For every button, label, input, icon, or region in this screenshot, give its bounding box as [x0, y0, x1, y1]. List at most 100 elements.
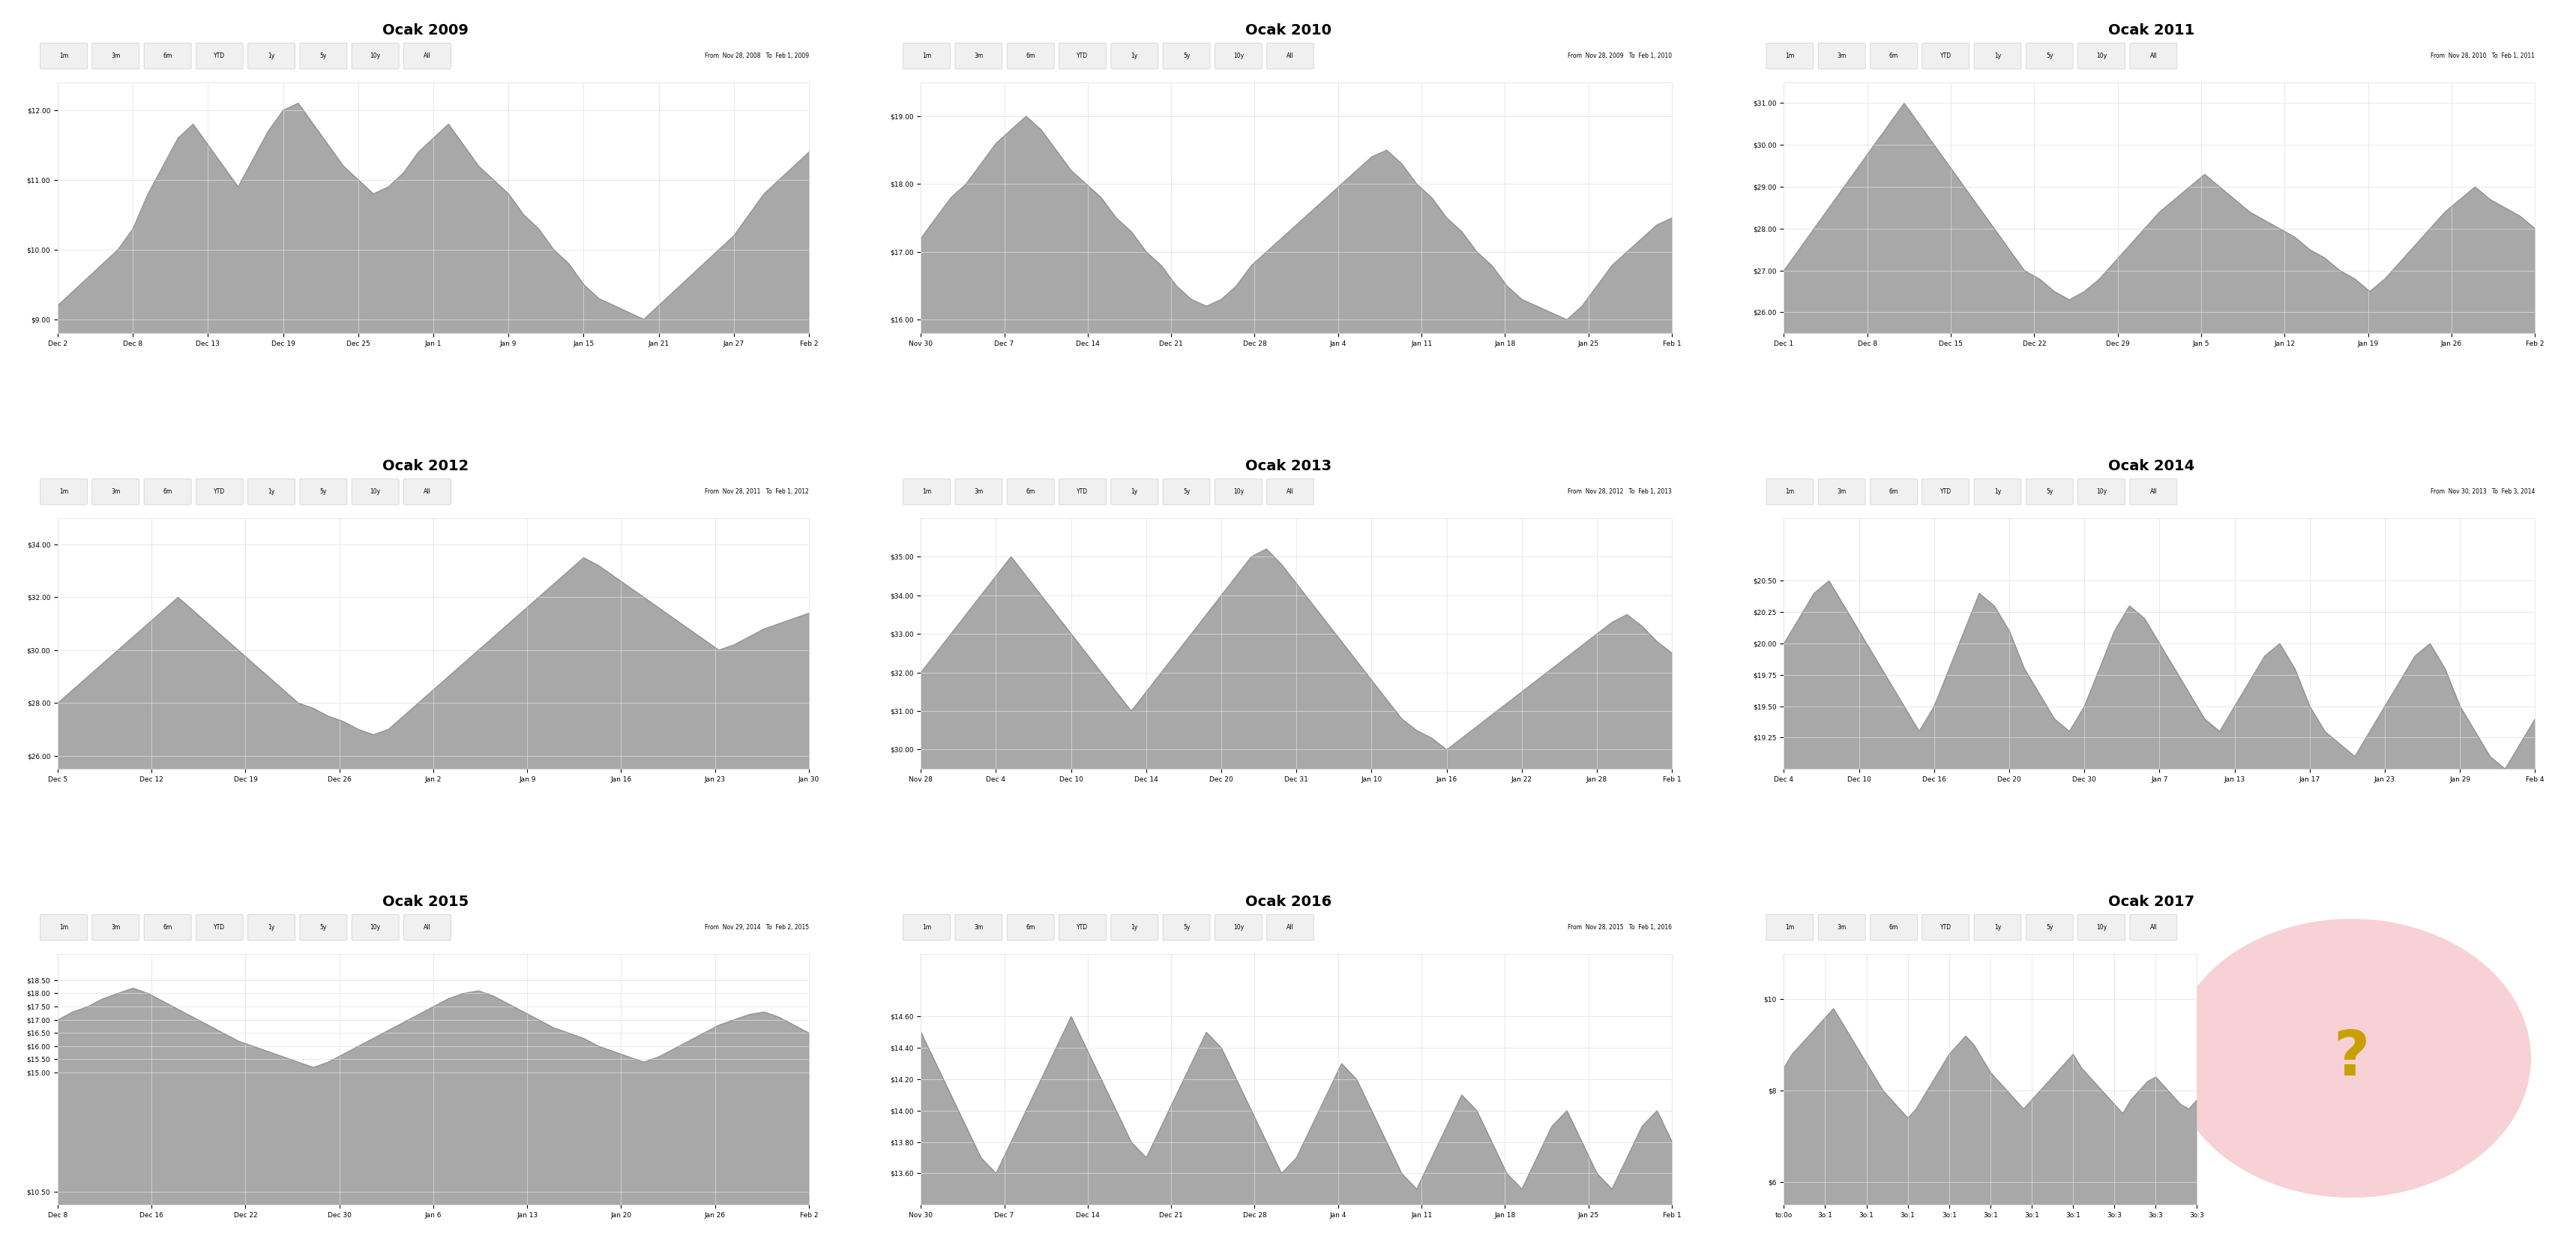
Text: All: All: [2148, 924, 2156, 931]
Text: 3m: 3m: [111, 924, 121, 931]
Text: All: All: [422, 52, 430, 60]
Text: From  Nov 28, 2010   To  Feb 1, 2011: From Nov 28, 2010 To Feb 1, 2011: [2429, 52, 2535, 60]
FancyBboxPatch shape: [1765, 44, 1814, 68]
FancyBboxPatch shape: [1973, 44, 2020, 68]
Text: 5y: 5y: [1182, 924, 1190, 931]
FancyBboxPatch shape: [41, 44, 88, 68]
Text: YTD: YTD: [1077, 52, 1087, 60]
Text: 6m: 6m: [162, 924, 173, 931]
FancyBboxPatch shape: [956, 915, 1002, 940]
Text: 3m: 3m: [974, 924, 984, 931]
Text: 5y: 5y: [1182, 52, 1190, 60]
Text: 6m: 6m: [1888, 924, 1899, 931]
FancyBboxPatch shape: [904, 915, 951, 940]
FancyBboxPatch shape: [1870, 915, 1917, 940]
Text: 6m: 6m: [1025, 52, 1036, 60]
Text: 6m: 6m: [1888, 52, 1899, 60]
Text: 3m: 3m: [1837, 924, 1847, 931]
Text: Ocak 2015: Ocak 2015: [381, 894, 469, 909]
Text: 1y: 1y: [1994, 52, 2002, 60]
FancyBboxPatch shape: [93, 479, 139, 504]
FancyBboxPatch shape: [1267, 915, 1314, 940]
FancyBboxPatch shape: [299, 44, 348, 68]
FancyBboxPatch shape: [299, 915, 348, 940]
FancyBboxPatch shape: [2130, 479, 2177, 504]
Text: 5y: 5y: [319, 488, 327, 496]
FancyBboxPatch shape: [196, 479, 242, 504]
FancyBboxPatch shape: [404, 479, 451, 504]
FancyBboxPatch shape: [1213, 915, 1262, 940]
Text: 3m: 3m: [974, 52, 984, 60]
FancyBboxPatch shape: [1007, 44, 1054, 68]
FancyBboxPatch shape: [956, 44, 1002, 68]
Text: 1y: 1y: [268, 924, 276, 931]
Text: 3m: 3m: [111, 488, 121, 496]
Text: Ocak 2016: Ocak 2016: [1244, 894, 1332, 909]
Text: From  Nov 29, 2014   To  Feb 2, 2015: From Nov 29, 2014 To Feb 2, 2015: [703, 924, 809, 931]
FancyBboxPatch shape: [2076, 915, 2125, 940]
Text: 10y: 10y: [1234, 488, 1244, 496]
Text: 5y: 5y: [2045, 52, 2053, 60]
Text: 6m: 6m: [1025, 924, 1036, 931]
Text: Ocak 2017: Ocak 2017: [2107, 894, 2195, 909]
FancyBboxPatch shape: [1213, 479, 1262, 504]
Text: 6m: 6m: [1025, 488, 1036, 496]
Text: All: All: [2148, 52, 2156, 60]
FancyBboxPatch shape: [2130, 44, 2177, 68]
Text: YTD: YTD: [214, 488, 224, 496]
Text: YTD: YTD: [1940, 488, 1950, 496]
Text: 1y: 1y: [1994, 924, 2002, 931]
Text: 10y: 10y: [2094, 52, 2107, 60]
FancyBboxPatch shape: [956, 479, 1002, 504]
Text: 1m: 1m: [922, 52, 930, 60]
FancyBboxPatch shape: [2025, 44, 2074, 68]
Text: 3m: 3m: [1837, 52, 1847, 60]
FancyBboxPatch shape: [404, 915, 451, 940]
Text: 1m: 1m: [922, 488, 930, 496]
FancyBboxPatch shape: [2076, 44, 2125, 68]
Text: 1y: 1y: [1994, 488, 2002, 496]
FancyBboxPatch shape: [247, 915, 296, 940]
Text: 3m: 3m: [111, 52, 121, 60]
Text: All: All: [1285, 488, 1293, 496]
Text: From  Nov 28, 2015   To  Feb 1, 2016: From Nov 28, 2015 To Feb 1, 2016: [1566, 924, 1672, 931]
Text: All: All: [1285, 924, 1293, 931]
Text: All: All: [1285, 52, 1293, 60]
FancyBboxPatch shape: [404, 44, 451, 68]
FancyBboxPatch shape: [1267, 44, 1314, 68]
Text: YTD: YTD: [1940, 52, 1950, 60]
FancyBboxPatch shape: [2025, 479, 2074, 504]
Text: From  Nov 28, 2009   To  Feb 1, 2010: From Nov 28, 2009 To Feb 1, 2010: [1566, 52, 1672, 60]
Text: 10y: 10y: [1234, 924, 1244, 931]
FancyBboxPatch shape: [1870, 44, 1917, 68]
FancyBboxPatch shape: [353, 479, 399, 504]
Text: 10y: 10y: [371, 488, 381, 496]
Text: All: All: [422, 488, 430, 496]
FancyBboxPatch shape: [1922, 915, 1968, 940]
Text: 1m: 1m: [59, 52, 67, 60]
Text: Ocak 2009: Ocak 2009: [381, 22, 469, 37]
FancyBboxPatch shape: [1110, 479, 1157, 504]
FancyBboxPatch shape: [1059, 479, 1105, 504]
FancyBboxPatch shape: [196, 915, 242, 940]
FancyBboxPatch shape: [144, 915, 191, 940]
Text: 1m: 1m: [59, 488, 67, 496]
FancyBboxPatch shape: [41, 915, 88, 940]
Ellipse shape: [2172, 919, 2530, 1198]
FancyBboxPatch shape: [1819, 479, 1865, 504]
Text: 5y: 5y: [319, 924, 327, 931]
FancyBboxPatch shape: [1819, 915, 1865, 940]
Text: 10y: 10y: [371, 924, 381, 931]
FancyBboxPatch shape: [196, 44, 242, 68]
Text: All: All: [2148, 488, 2156, 496]
Text: Ocak 2013: Ocak 2013: [1244, 458, 1332, 473]
FancyBboxPatch shape: [1870, 479, 1917, 504]
Text: Ocak 2014: Ocak 2014: [2107, 458, 2195, 473]
Text: 5y: 5y: [1182, 488, 1190, 496]
Text: 1y: 1y: [268, 52, 276, 60]
Text: YTD: YTD: [1077, 488, 1087, 496]
Text: 10y: 10y: [1234, 52, 1244, 60]
Text: 1m: 1m: [1785, 52, 1793, 60]
FancyBboxPatch shape: [247, 44, 296, 68]
FancyBboxPatch shape: [1922, 44, 1968, 68]
